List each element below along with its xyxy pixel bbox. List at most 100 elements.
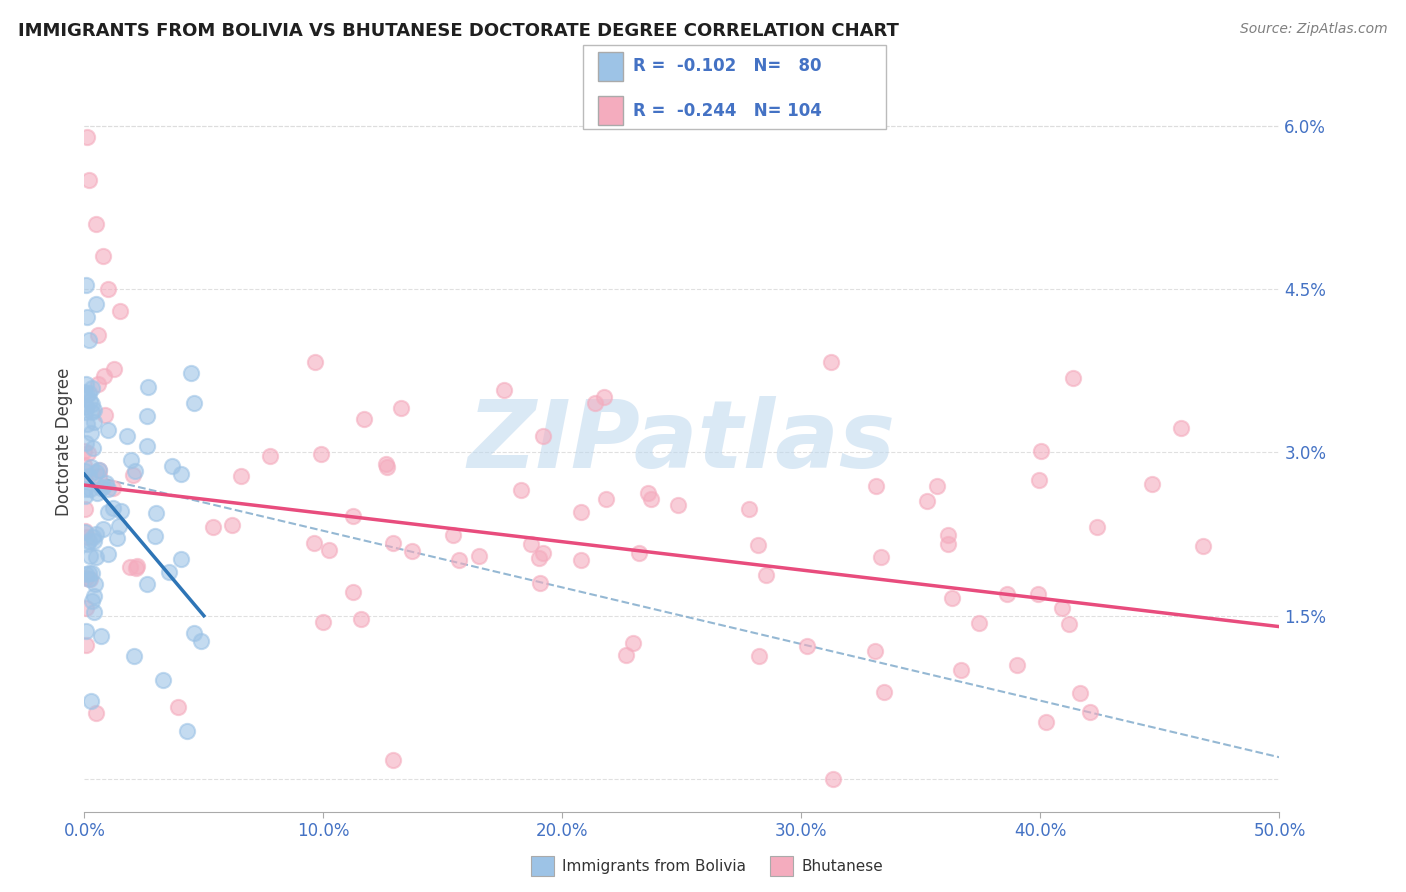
Point [89, 462, 111, 476]
Point [820, 355, 842, 369]
Point [1085, 519, 1108, 533]
Point [124, 560, 146, 574]
Point [936, 528, 959, 542]
Point [145, 529, 167, 543]
Point [75, 277, 97, 292]
Point [80, 593, 103, 607]
Point [202, 520, 225, 534]
Point [75, 601, 97, 615]
Point [87, 463, 110, 477]
Point [614, 648, 637, 662]
Point [94, 409, 117, 423]
Point [166, 699, 188, 714]
Point [79, 572, 101, 586]
Point [73, 385, 96, 400]
Point [110, 304, 132, 318]
Point [569, 553, 592, 567]
Point [84, 549, 107, 564]
Point [318, 543, 340, 558]
Point [84, 706, 107, 720]
Point [76, 388, 98, 402]
Point [311, 615, 333, 629]
Point [73, 501, 96, 516]
Point [135, 439, 157, 453]
Point [1007, 658, 1029, 673]
Point [83, 533, 105, 548]
Point [170, 552, 193, 566]
Point [115, 428, 138, 442]
Point [995, 587, 1018, 601]
Point [80, 694, 103, 708]
Point [865, 478, 887, 492]
Point [136, 380, 159, 394]
Point [304, 536, 326, 550]
Point [84, 465, 107, 479]
Point [967, 615, 990, 630]
Point [77, 534, 100, 549]
Point [593, 390, 616, 404]
Point [1170, 421, 1192, 435]
Point [527, 551, 550, 566]
Point [77, 386, 100, 401]
Point [79, 394, 101, 409]
Point [75, 400, 97, 414]
Point [73, 489, 96, 503]
Point [93, 369, 115, 384]
Point [221, 518, 243, 533]
Point [122, 468, 145, 483]
Point [75, 377, 97, 392]
Point [84, 527, 107, 541]
Point [640, 491, 662, 506]
Point [82, 396, 104, 410]
Point [666, 498, 689, 512]
Point [73, 524, 96, 538]
Point [1050, 600, 1073, 615]
Text: Immigrants from Bolivia: Immigrants from Bolivia [562, 859, 747, 873]
Point [122, 648, 145, 663]
Point [124, 464, 146, 478]
Point [176, 723, 198, 738]
Point [447, 552, 470, 566]
Point [1026, 587, 1049, 601]
Point [1140, 476, 1163, 491]
Point [375, 459, 398, 474]
Point [401, 543, 423, 558]
Point [87, 328, 110, 343]
Point [755, 568, 778, 582]
Point [82, 530, 104, 544]
Point [748, 648, 770, 663]
Point [79, 566, 101, 580]
Point [80, 405, 103, 419]
Point [870, 550, 893, 565]
Point [83, 605, 105, 619]
Point [83, 415, 105, 429]
Point [169, 467, 191, 481]
Point [76, 417, 98, 431]
Point [571, 505, 593, 519]
Point [936, 537, 959, 551]
Point [76, 310, 98, 325]
Point [353, 411, 375, 425]
Point [101, 481, 124, 495]
Point [915, 494, 938, 508]
Point [103, 362, 125, 376]
Y-axis label: Doctorate Degree: Doctorate Degree [55, 368, 73, 516]
Point [97, 423, 120, 437]
Point [73, 458, 96, 473]
Point [637, 486, 659, 500]
Point [120, 452, 142, 467]
Point [108, 518, 131, 533]
Point [101, 501, 124, 516]
Point [595, 491, 617, 506]
Point [79, 549, 101, 564]
Point [73, 470, 96, 484]
Point [796, 639, 818, 653]
Point [94, 475, 117, 490]
Point [76, 536, 98, 550]
Point [441, 527, 464, 541]
Point [82, 442, 104, 456]
Text: R =  -0.244   N= 104: R = -0.244 N= 104 [633, 102, 821, 120]
Point [77, 572, 100, 586]
Point [1028, 473, 1050, 487]
Point [873, 685, 896, 699]
